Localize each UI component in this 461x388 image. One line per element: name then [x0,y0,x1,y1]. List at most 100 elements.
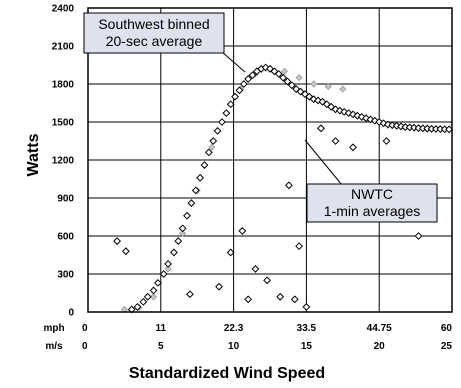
y-tick-label: 300 [57,270,74,281]
data-points [113,63,453,314]
x-tick-label: 0 [82,323,88,334]
southwest-point [324,82,332,91]
y-tick-label: 1200 [52,156,75,167]
annotation-box-southwest [83,12,225,54]
x-tick-label: 11 [156,323,167,334]
y-axis-label: Watts [25,133,42,176]
nwtc-point [153,278,162,287]
x-tick-label: 5 [158,341,164,352]
nwtc-point [362,114,371,123]
x-tick-label: 10 [228,341,240,352]
nwtc-point [235,86,244,95]
nwtc-point [113,237,122,245]
y-tick-label: 2400 [52,4,75,15]
southwest-point [339,85,347,93]
annotation-southwest-line2: 20-sec average [106,33,203,49]
nwtc-point [382,137,391,145]
x-axis-unit-label: m/s [45,341,63,352]
x-axis-label: Standardized Wind Speed [129,365,325,382]
x-tick-label: 44.75 [367,323,392,334]
nwtc-point [379,119,388,128]
nwtc-point [159,270,168,278]
x-tick-labels: mph 0 11 22.3 33.5 44.75 60 m/s 0 5 10 15 20 25 [43,323,452,352]
southwest-point [295,74,303,82]
nwtc-point [285,181,293,190]
annotation-nwtc-line1: NWTC [351,186,393,202]
nwtc-point [302,303,311,311]
nwtc-point [248,71,257,80]
nwtc-point [251,265,260,273]
nwtc-point [349,110,357,119]
annotation-southwest-line1: Southwest binned [98,16,209,32]
nwtc-point [204,148,213,157]
nwtc-point [305,92,314,101]
nwtc-point [213,126,222,135]
grid [87,7,453,313]
nwtc-point [292,85,301,93]
nwtc-point [445,125,453,134]
nwtc-point [283,77,292,86]
nwtc-point [353,111,362,120]
x-tick-label: 0 [82,341,88,352]
plot-frame [87,7,453,313]
nwtc-point [244,75,253,83]
nwtc-point [276,292,285,301]
nwtc-point [169,248,178,257]
nwtc-point [314,96,322,105]
nwtc-point [309,95,318,104]
x-axis-unit-label: mph [43,323,64,334]
x-tick-label: 22.3 [224,323,244,334]
nwtc-point [263,276,271,285]
y-tick-label: 2100 [52,42,75,53]
y-tick-label: 0 [68,308,74,319]
x-tick-label: 60 [441,323,453,334]
nwtc-point [200,161,209,169]
nwtc-point [290,295,299,304]
nwtc-point [222,109,231,118]
y-tick-label: 1800 [52,80,75,91]
nwtc-point [164,259,172,268]
x-tick-label: 15 [301,341,313,352]
nwtc-point [149,286,158,295]
southwest-point [179,229,187,238]
nwtc-point [174,237,183,245]
nwtc-point [183,211,191,220]
nwtc-point [196,173,205,182]
nwtc-point [388,121,397,130]
nwtc-point [239,80,248,88]
southwest-point [310,80,318,88]
nwtc-point [133,303,142,311]
southwest-point [164,265,172,273]
nwtc-point [287,81,296,90]
nwtc-point [414,232,423,240]
nwtc-point [139,297,148,306]
annotation-box-nwtc [306,183,438,223]
nwtc-point [327,102,336,111]
plot-border [87,7,453,313]
nwtc-point [366,115,375,124]
nwtc-point [279,73,288,82]
nwtc-point [191,186,200,195]
y-tick-label: 900 [57,194,74,205]
nwtc-point [226,248,235,257]
nwtc-point [218,118,226,126]
nwtc-point [322,100,331,109]
nwtc-point [143,292,152,301]
nwtc-point [186,290,194,299]
southwest-point [280,67,289,75]
y-tick-labels: 0 300 600 900 1200 1500 1800 2100 2400 [52,4,75,319]
annotation-leader-nwtc [304,139,343,186]
nwtc-point [187,199,196,207]
southwest-point [149,293,158,301]
x-tick-label: 33.5 [297,323,317,334]
nwtc-point [295,242,304,251]
nwtc-point [231,92,239,101]
nwtc-point [244,295,253,304]
nwtc-point [121,247,130,256]
x-tick-label: 25 [441,341,453,352]
y-tick-label: 600 [57,232,74,243]
y-tick-label: 1500 [52,118,75,129]
nwtc-point [209,137,218,145]
nwtc-point [215,282,223,291]
